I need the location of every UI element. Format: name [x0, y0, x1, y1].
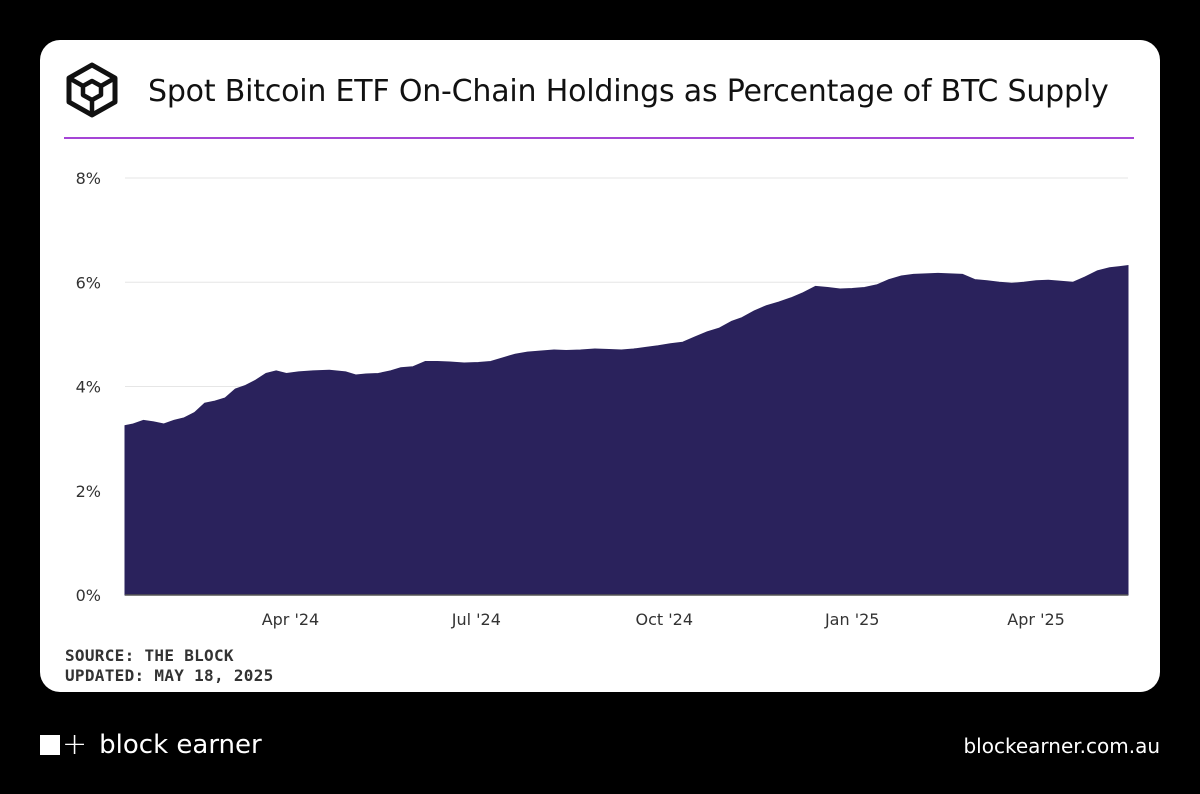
x-tick-label: Jan '25 [824, 610, 880, 629]
series-area [124, 265, 1129, 596]
chart-title: Spot Bitcoin ETF On-Chain Holdings as Pe… [148, 74, 1109, 109]
y-tick-label: 6% [76, 273, 101, 292]
x-tick-label: Apr '25 [1007, 610, 1065, 629]
brand-plus-icon: + [62, 727, 88, 762]
y-tick-label: 8% [76, 169, 101, 188]
y-tick-label: 0% [76, 586, 101, 605]
area-chart: 0% 2% 4% 6% 8% Apr '24 Jul '24 Oct '24 Jan '25 Ap… [76, 169, 1129, 629]
brand-name: block earner [99, 730, 262, 760]
updated-text: UPDATED: MAY 18, 2025 [65, 666, 274, 685]
source-note: SOURCE: THE BLOCK UPDATED: MAY 18, 2025 [65, 646, 274, 686]
y-tick-label: 2% [76, 482, 101, 501]
website-link[interactable]: blockearner.com.au [963, 734, 1160, 758]
the-block-cube-logo-icon [66, 62, 118, 118]
brand-square-icon [40, 735, 60, 755]
x-tick-label: Oct '24 [636, 610, 694, 629]
x-tick-label: Apr '24 [262, 610, 320, 629]
brand-lockup: + block earner [40, 730, 262, 760]
title-underline [64, 137, 1134, 139]
x-tick-label: Jul '24 [451, 610, 501, 629]
source-text: SOURCE: THE BLOCK [65, 646, 234, 665]
chart-card: Spot Bitcoin ETF On-Chain Holdings as Pe… [40, 40, 1160, 692]
y-tick-label: 4% [76, 378, 101, 397]
